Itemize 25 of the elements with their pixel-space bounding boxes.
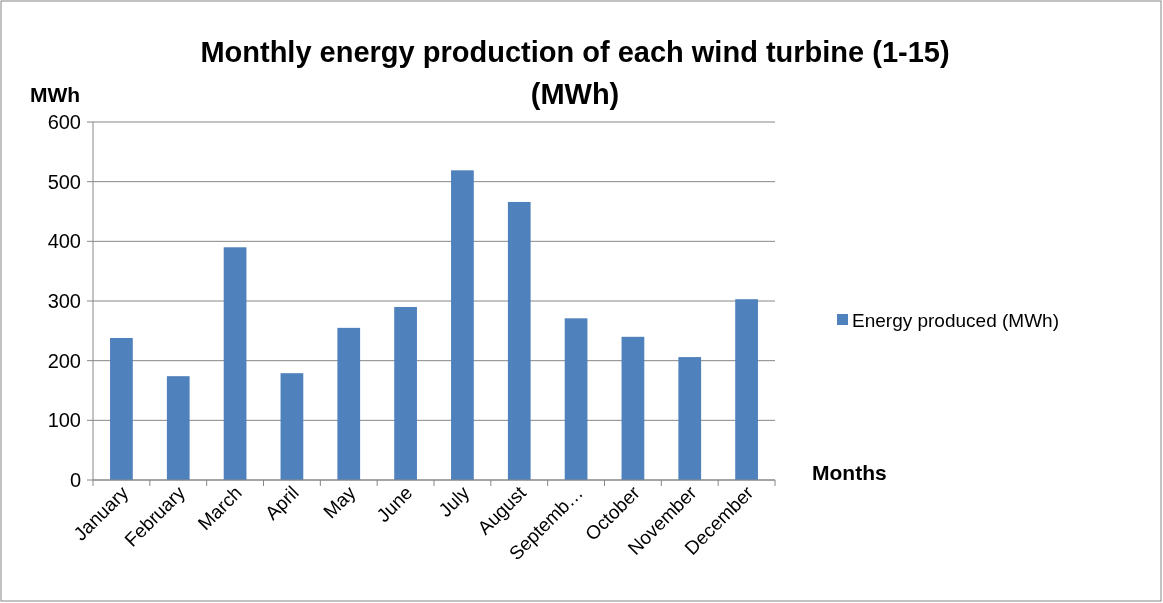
y-tick-label: 400 [47, 230, 81, 253]
bar [337, 327, 361, 480]
bar [621, 336, 645, 480]
bar [507, 201, 531, 480]
bar [735, 299, 758, 480]
x-tick-label: July [434, 481, 474, 521]
legend-label: Energy produced (MWh) [852, 309, 1059, 331]
y-tick-label: 100 [47, 409, 81, 432]
bar [451, 170, 474, 480]
bar [678, 357, 702, 480]
chart-title: Monthly energy production of each wind turbine (1-15) (MWh) [200, 36, 950, 110]
x-axis-title: Months [812, 461, 887, 484]
x-tick-label: May [319, 481, 360, 523]
bar [564, 318, 588, 480]
y-tick-label: 0 [69, 469, 81, 491]
bar [110, 337, 133, 480]
bar [394, 306, 417, 480]
y-axis-title: MWh [30, 83, 81, 106]
y-tick-label: 600 [47, 111, 81, 133]
bar [223, 247, 247, 480]
y-tick-label: 300 [47, 290, 81, 312]
bar [280, 373, 304, 480]
bar [166, 376, 190, 480]
y-tick-label: 500 [47, 170, 81, 193]
y-tick-label: 200 [47, 349, 81, 372]
